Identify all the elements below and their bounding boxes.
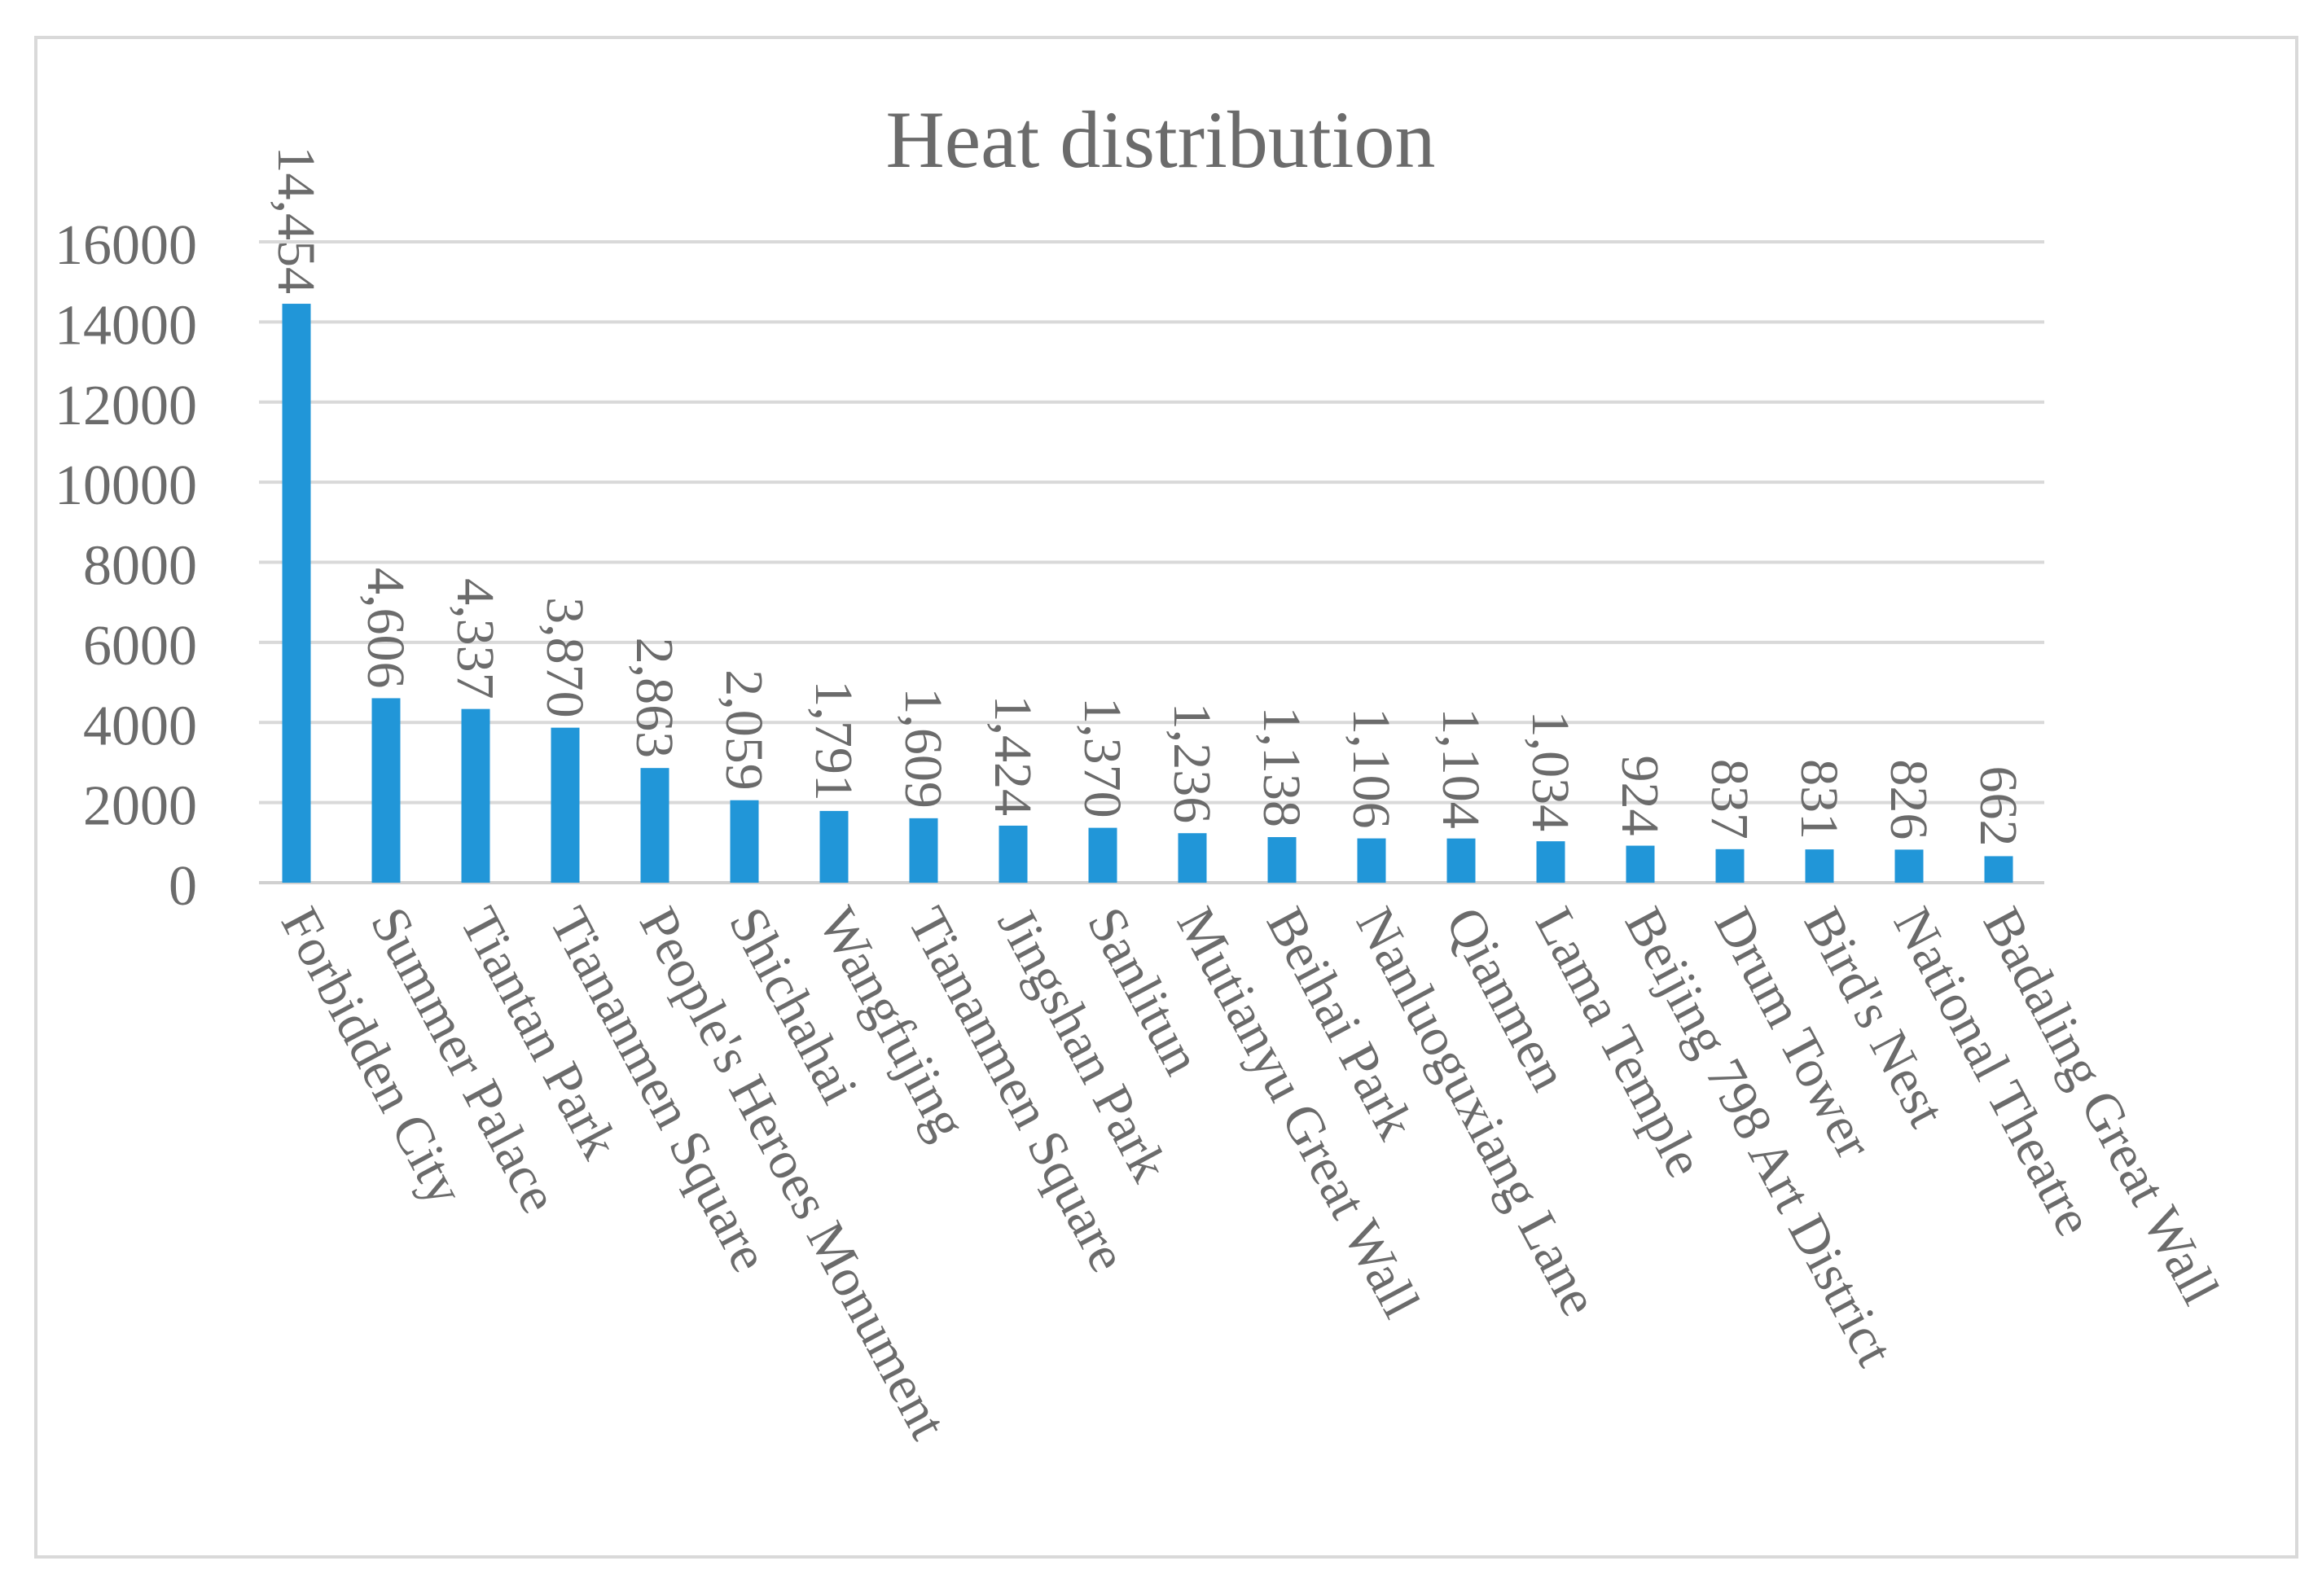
bar (371, 698, 401, 883)
data-label: 4,337 (446, 578, 505, 699)
bars (282, 304, 2013, 883)
bar (999, 825, 1028, 883)
data-label: 1,138 (1252, 707, 1311, 828)
y-tick-label: 12000 (55, 375, 197, 437)
data-label: 2,059 (714, 669, 774, 791)
bar (1626, 845, 1655, 883)
data-label: 1,424 (983, 695, 1042, 816)
chart-border (34, 36, 2298, 1559)
bar (1178, 833, 1207, 883)
data-label: 1,104 (1431, 708, 1490, 829)
bar (1894, 849, 1924, 883)
bar (1357, 838, 1386, 883)
y-tick-label: 14000 (55, 294, 197, 357)
data-label: 1,106 (1341, 708, 1401, 829)
data-labels: 14,454 4,606 4,337 3,870 2,863 2,059 1,791 1,60… (266, 147, 2028, 847)
bar (1088, 827, 1117, 883)
data-label: 1,609 (893, 687, 953, 809)
y-tick-label: 16000 (55, 214, 197, 277)
bar (1715, 848, 1745, 883)
y-axis-tick-labels: 0 2000 4000 6000 8000 10000 12000 14000 16000 (55, 214, 197, 918)
data-label: 1,791 (804, 680, 863, 801)
y-tick-label: 0 (169, 855, 197, 918)
bar (819, 810, 849, 883)
bar (730, 800, 759, 883)
bar (461, 708, 490, 883)
bar (282, 304, 311, 883)
data-label: 837 (1700, 759, 1759, 840)
bar (1446, 838, 1476, 883)
data-label: 4,606 (356, 568, 415, 689)
chart-title: Heat distribution (886, 94, 1436, 185)
bar (1536, 841, 1565, 883)
data-label: 1,236 (1162, 703, 1222, 824)
data-label: 831 (1789, 759, 1849, 840)
y-tick-label: 8000 (83, 535, 197, 598)
y-tick-label: 6000 (83, 615, 197, 677)
bar (640, 768, 669, 883)
bar (909, 818, 938, 883)
y-tick-label: 4000 (83, 695, 197, 757)
data-label: 14,454 (266, 147, 326, 295)
bar (1984, 856, 2013, 883)
bar (551, 727, 580, 883)
y-tick-label: 2000 (83, 775, 197, 838)
y-tick-label: 10000 (55, 454, 197, 517)
data-label: 2,863 (625, 638, 684, 759)
data-label: 924 (1610, 756, 1670, 836)
data-label: 1,034 (1521, 711, 1580, 832)
bar (1805, 849, 1834, 883)
data-label: 1,370 (1073, 697, 1132, 818)
data-label: 826 (1879, 759, 1938, 840)
data-label: 662 (1969, 765, 2028, 846)
data-label: 3,870 (535, 597, 595, 718)
bar (1267, 837, 1297, 883)
